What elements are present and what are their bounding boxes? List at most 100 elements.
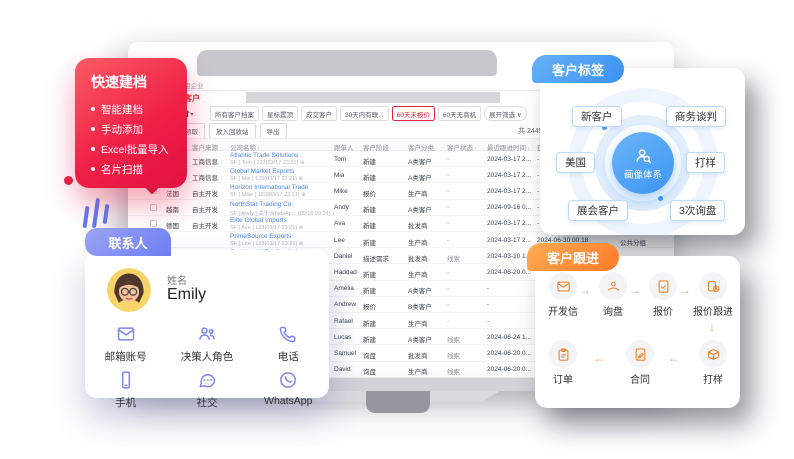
tag-pill: 美国 xyxy=(556,152,595,173)
cell-last-follow: 2024-03-17 2... xyxy=(487,171,532,179)
phone-icon xyxy=(278,324,298,344)
monitor-stand-neck xyxy=(366,391,430,413)
cell-last-follow: 2024-03-17 2... xyxy=(487,187,532,195)
cell-status: 线索 xyxy=(447,336,460,344)
total-count: 共 2445 xyxy=(518,128,543,135)
cell-stage: 报价 xyxy=(363,190,376,198)
table-row[interactable]: 越南 自主开发 NorthStar Trading Co. SF [ Andy ] 关… xyxy=(128,200,674,217)
bullet-dot xyxy=(91,127,95,131)
column-header[interactable]: 跟单人 xyxy=(334,145,354,152)
card-follow: 开发信 询盘 报价 报价跟进 → → → ↓ 订单 合同 打样 ← ← xyxy=(535,256,740,408)
contact-field: WhatsApp xyxy=(248,370,329,410)
cell-category: A类客户 xyxy=(408,336,432,344)
quote-follow-icon xyxy=(699,272,727,300)
cell-acquire-time: - xyxy=(537,155,540,163)
cell-stage: 新建 xyxy=(363,320,376,328)
cell-country: 德国 xyxy=(166,223,179,231)
cell-contact: Andy xyxy=(334,204,349,212)
column-header[interactable]: 客户状态↕ xyxy=(447,145,477,152)
social-icon xyxy=(197,370,217,390)
toolbar-button[interactable]: 放入回收站 xyxy=(209,123,256,139)
toolbar-button[interactable]: 导出 xyxy=(259,123,287,139)
cell-category: A类客户 xyxy=(408,207,432,215)
company-link[interactable]: Horizon International Trade xyxy=(230,184,309,192)
persona-hub: 画像体系 xyxy=(612,132,674,194)
cell-status: 线索 xyxy=(447,352,460,360)
cell-contact: Amelia xyxy=(334,285,354,293)
company-link[interactable]: NorthStar Trading Co. xyxy=(230,200,294,208)
filter-chip[interactable]: 30天内有联... xyxy=(340,106,389,121)
cell-stage: 新建 xyxy=(363,271,376,279)
order-icon xyxy=(549,340,577,368)
cell-source: 自主开发 xyxy=(192,207,218,215)
cell-stage: 新建 xyxy=(363,336,376,344)
company-link[interactable]: Global Market Exports xyxy=(230,168,295,176)
cell-contact: Daniel xyxy=(334,252,353,260)
follow-step-label: 订单 xyxy=(553,375,573,386)
browser-top-bar xyxy=(197,50,497,76)
company-link[interactable]: Atlantic Trade Solutions xyxy=(230,152,299,159)
cell-contact: Mia xyxy=(334,171,345,179)
row-checkbox[interactable] xyxy=(150,203,157,211)
quick-create-item: 智能建档 xyxy=(91,100,187,120)
cell-last-follow: - xyxy=(487,285,490,293)
cell-status: 线索 xyxy=(447,369,460,377)
contract-icon xyxy=(626,340,654,368)
whatsapp-icon xyxy=(278,370,298,390)
cell-acquire-time: - xyxy=(537,220,540,228)
table-row[interactable]: 德国 自主开发 Elite Global Imports SF [ Ava ] 123… xyxy=(128,216,674,232)
card-quick-create-title: 快速建档 xyxy=(91,74,147,90)
sort-icon[interactable]: ↕ xyxy=(527,146,530,152)
cell-source: 自主开发 xyxy=(192,223,218,231)
cell-contact: Ava xyxy=(334,220,346,228)
contact-field: 手机 xyxy=(85,370,166,410)
cell-status: - xyxy=(447,285,450,293)
column-header[interactable]: 公司名称↕ xyxy=(230,145,260,152)
contact-field: 社交 xyxy=(166,370,247,410)
sort-icon[interactable]: ↕ xyxy=(257,146,260,152)
column-header[interactable]: 客户分类 xyxy=(408,145,434,152)
app-header-text: 用企业 xyxy=(184,83,204,90)
ring-dot xyxy=(602,125,607,130)
contact-field-label: 决策人角色 xyxy=(180,351,234,363)
cell-status: - xyxy=(447,155,450,163)
filter-chip[interactable]: 所有客户档案 xyxy=(210,106,259,121)
table-row[interactable]: 法国 自主开发 Horizon International Trade SF [ Mi… xyxy=(128,183,674,200)
filter-chip[interactable]: 星标置顶 xyxy=(262,106,298,121)
column-header[interactable]: 最近跟进时间↕ xyxy=(487,145,530,152)
mail-icon xyxy=(116,324,136,344)
filter-chip[interactable]: 展开筛选 ∨ xyxy=(484,106,527,121)
contact-field: 决策人角色 xyxy=(166,324,247,364)
filter-chip[interactable]: 60天无商机 xyxy=(437,106,482,121)
company-link[interactable]: Elite Global Imports xyxy=(230,216,287,224)
cell-source: 自主开发 xyxy=(192,190,218,198)
filter-chip[interactable]: 60天未报价 xyxy=(391,106,435,121)
card-contact-title: 联系人 xyxy=(108,235,148,251)
cell-contact: Tom xyxy=(334,155,347,163)
table-row[interactable]: 工商信息 Atlantic Trade Solutions SF [ Tom ] 1… xyxy=(128,151,674,168)
tab-strip xyxy=(246,92,500,103)
contact-field-label: 电话 xyxy=(277,351,299,363)
cell-status: - xyxy=(447,301,450,309)
contact-name-label: 姓名 xyxy=(167,276,187,287)
blue-bars-decoration xyxy=(82,197,110,229)
flow-arrow-icon: → xyxy=(679,283,691,297)
flow-arrow-icon: ← xyxy=(668,351,680,365)
row-checkbox[interactable] xyxy=(150,219,157,227)
card-follow-title: 客户跟进 xyxy=(546,250,599,266)
column-header[interactable]: 客户来源 xyxy=(192,145,218,152)
flow-arrow-icon: ← xyxy=(593,351,605,365)
cell-last-follow: 2024-03-17 2... xyxy=(487,236,532,244)
column-header[interactable]: 客户阶段 xyxy=(363,145,389,152)
card-tags-tab: 客户标签 xyxy=(532,55,624,83)
company-link[interactable]: PrimeSource Exports xyxy=(230,233,292,240)
tag-pill: 展会客户 xyxy=(568,200,628,221)
company-sub: SF [ Andy ] 关于WhatsAp... (09/16 09:24) ⊕ xyxy=(230,210,334,217)
filter-chip[interactable]: 成交客户 xyxy=(301,106,337,121)
bullet-dot xyxy=(91,167,95,171)
cell-last-follow: 2024-06-20 0... xyxy=(487,366,532,374)
flow-arrow-icon: → xyxy=(579,283,591,297)
sort-icon[interactable]: ↕ xyxy=(474,146,477,152)
cell-source: 工商信息 xyxy=(192,174,218,182)
cell-status: - xyxy=(447,236,450,244)
